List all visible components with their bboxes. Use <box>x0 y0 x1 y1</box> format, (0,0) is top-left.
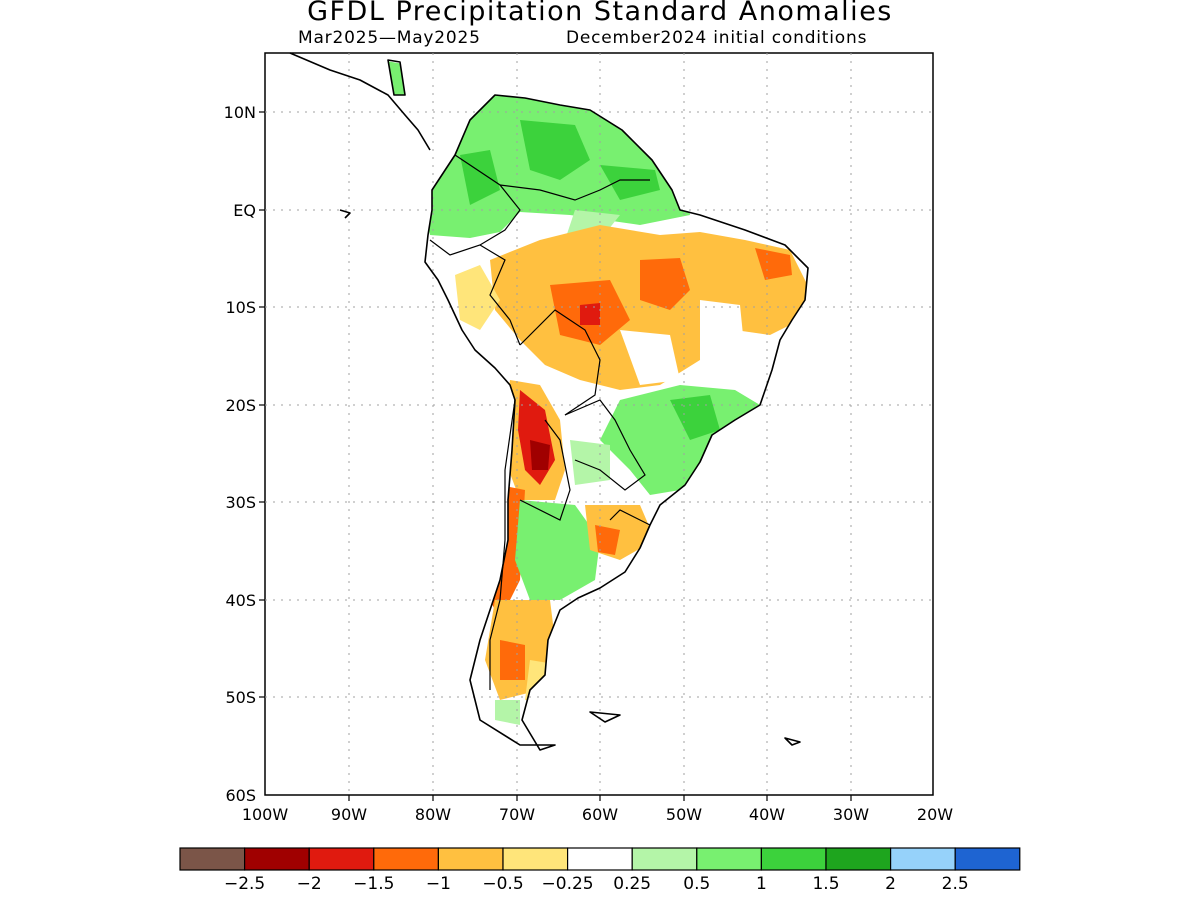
lon-label-20w: 20W <box>917 805 953 824</box>
lon-label-50w: 50W <box>666 805 702 824</box>
lon-label-80w: 80W <box>415 805 451 824</box>
colorbar-swatch-11 <box>889 847 956 871</box>
colorbar: −2.5 −2 −1.5 −1 −0.5 −0.25 0.25 0.5 1 1.5 2 2.5 <box>179 847 1021 894</box>
colorbar-label-4: −0.5 <box>482 874 523 894</box>
lon-label-60w: 60W <box>582 805 618 824</box>
colorbar-swatch-5 <box>502 847 569 871</box>
colorbar-label-6: 0.25 <box>613 874 651 894</box>
colorbar-swatch-7 <box>631 847 698 871</box>
map-title: GFDL Precipitation Standard Anomalies <box>307 0 893 27</box>
lat-label-eq: EQ <box>233 201 256 220</box>
colorbar-label-3: −1 <box>426 874 451 894</box>
longitude-labels: 100W 90W 80W 70W 60W 50W 40W 30W 20W <box>242 805 953 824</box>
lat-label-40s: 40S <box>225 591 256 610</box>
colorbar-swatch-2 <box>308 847 375 871</box>
colorbar-swatch-10 <box>825 847 892 871</box>
colorbar-label-11: 2.5 <box>942 874 969 894</box>
forecast-period: Mar2025—May2025 <box>298 28 481 48</box>
colorbar-swatch-3 <box>373 847 439 871</box>
colorbar-swatch-0 <box>179 847 246 871</box>
lat-label-10n: 10N <box>224 103 256 122</box>
coastlines <box>289 52 809 751</box>
colorbar-swatch-1 <box>244 847 310 871</box>
lon-label-40w: 40W <box>749 805 785 824</box>
colorbar-label-5: −0.25 <box>542 874 594 894</box>
lon-label-30w: 30W <box>833 805 869 824</box>
colorbar-label-7: 0.5 <box>683 874 710 894</box>
lat-label-10s: 10S <box>225 298 256 317</box>
colorbar-label-8: 1 <box>756 874 767 894</box>
colorbar-swatch-9 <box>760 847 827 871</box>
latitude-labels: 10N EQ 10S 20S 30S 40S 50S 60S <box>224 103 256 805</box>
lon-label-70w: 70W <box>499 805 535 824</box>
lat-label-20s: 20S <box>225 396 256 415</box>
colorbar-swatch-8 <box>696 847 762 871</box>
colorbar-swatch-6 <box>566 847 633 871</box>
lat-label-60s: 60S <box>225 786 256 805</box>
colorbar-swatch-12 <box>954 847 1021 871</box>
lat-label-50s: 50S <box>225 688 256 707</box>
colorbar-label-1: −2 <box>297 874 322 894</box>
lon-label-90w: 90W <box>331 805 367 824</box>
initial-conditions: December2024 initial conditions <box>566 28 868 48</box>
lon-label-100w: 100W <box>242 805 289 824</box>
colorbar-swatch-4 <box>437 847 504 871</box>
colorbar-label-10: 2 <box>885 874 896 894</box>
lat-label-30s: 30S <box>225 493 256 512</box>
colorbar-label-2: −1.5 <box>353 874 394 894</box>
colorbar-label-9: 1.5 <box>812 874 839 894</box>
country-borders <box>429 154 651 690</box>
colorbar-label-0: −2.5 <box>224 874 265 894</box>
